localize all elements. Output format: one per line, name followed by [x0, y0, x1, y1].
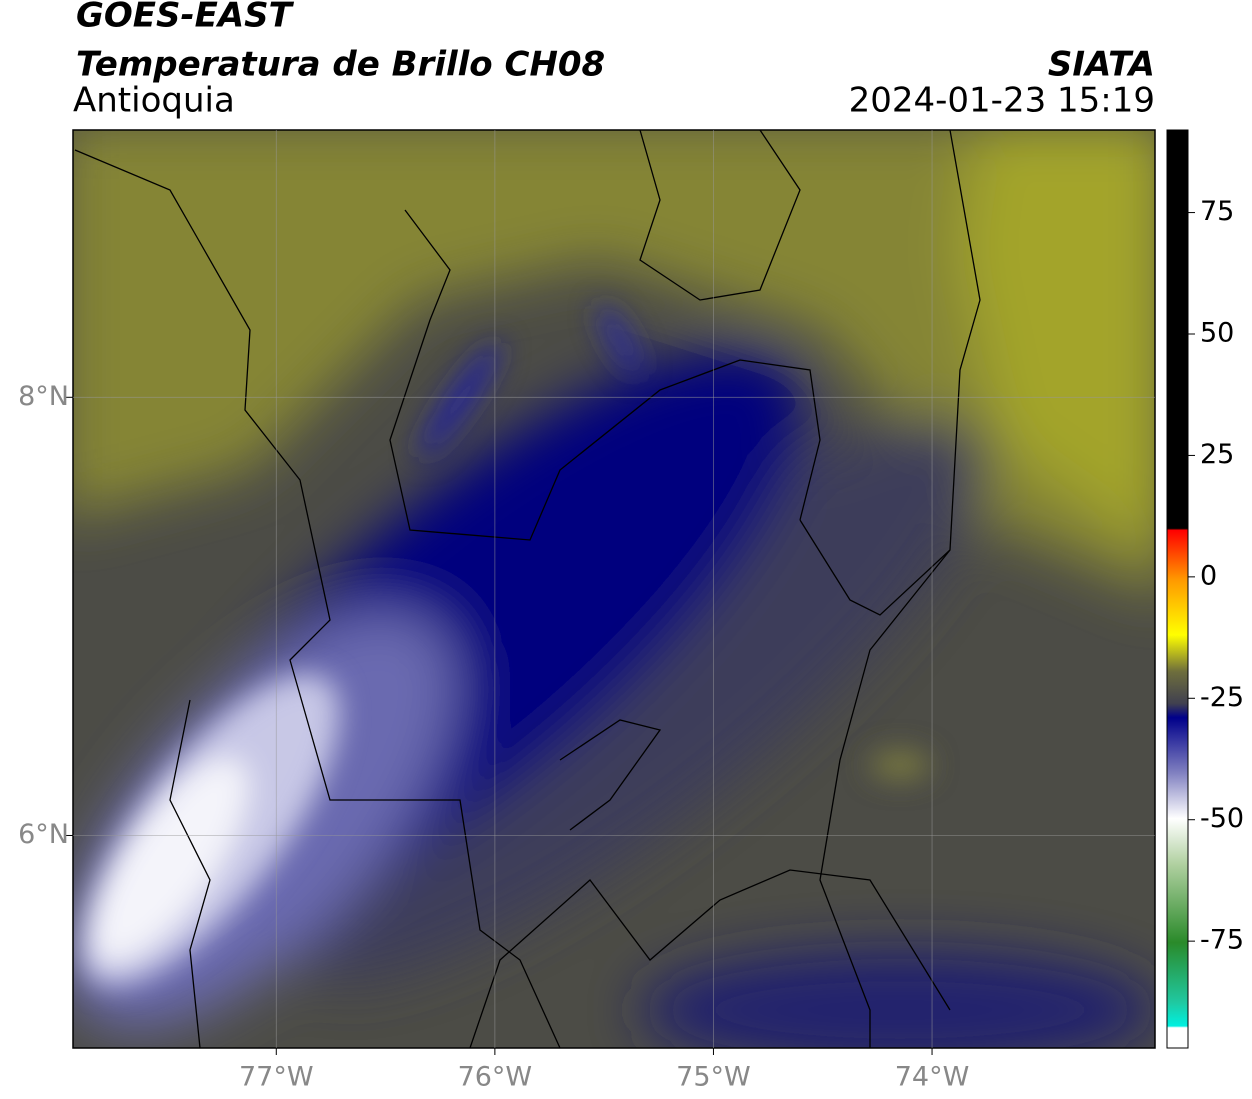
y-tick-label: 8°N [18, 381, 69, 412]
satellite-title: GOES-EAST [76, 0, 295, 36]
colorbar-tick-label: 75 [1200, 196, 1234, 227]
x-tick-label: 74°W [895, 1062, 970, 1093]
colorbar-tick-label: 50 [1200, 318, 1234, 349]
datetime-label: 2024-01-23 15:19 [849, 81, 1155, 121]
x-tick-label: 76°W [458, 1062, 533, 1093]
colorbar [1166, 129, 1189, 1049]
brightness-field [73, 130, 1155, 1048]
y-tick-label: 6°N [18, 819, 69, 850]
x-tick-label: 77°W [239, 1062, 314, 1093]
colorbar-tick-label: -50 [1200, 803, 1244, 834]
colorbar-tick-label: 25 [1200, 439, 1234, 470]
x-tick-label: 75°W [676, 1062, 751, 1093]
source-label: SIATA [1048, 45, 1155, 85]
colorbar-tick-label: -25 [1200, 682, 1244, 713]
product-title: Temperatura de Brillo CH08 [76, 45, 605, 85]
region-label: Antioquia [73, 81, 235, 121]
borders [74, 130, 981, 1048]
map-frame [72, 129, 1156, 1049]
colorbar-tick-label: -75 [1200, 925, 1244, 956]
colorbar-tick-label: 0 [1200, 560, 1217, 591]
